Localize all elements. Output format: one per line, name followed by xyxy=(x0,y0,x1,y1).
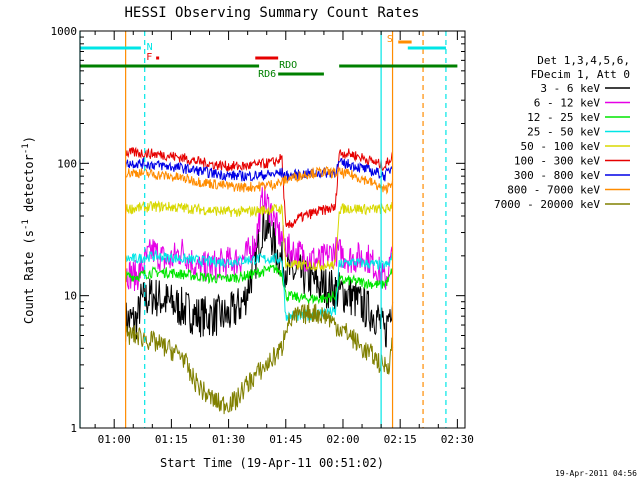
y-axis-label-superscript: -1 xyxy=(21,143,31,154)
y-tick-label: 10 xyxy=(64,290,77,303)
y-axis-label-part: Count Rate (s xyxy=(22,230,36,324)
series-line xyxy=(125,205,394,348)
series-layer xyxy=(125,146,394,415)
x-tick-label: 01:30 xyxy=(212,433,245,446)
vline-layer xyxy=(79,31,447,428)
flag-label: F xyxy=(146,52,152,63)
legend-item-label: 3 - 6 keV xyxy=(540,82,600,95)
flag-label: RDO xyxy=(279,60,297,71)
x-tick-label: 01:45 xyxy=(269,433,302,446)
legend: Det 1,3,4,5,6, FDecim 1, Att 0 3 - 6 keV… xyxy=(494,54,630,211)
legend-item-label: 25 - 50 keV xyxy=(527,126,600,139)
x-axis: 01:00 01:15 01:30 01:45 02:00 02:15 02:30 xyxy=(94,31,474,446)
x-tick-label: 01:15 xyxy=(155,433,188,446)
y-axis: 1 10 100 1000 xyxy=(51,25,465,435)
legend-item-label: 100 - 300 keV xyxy=(514,155,600,168)
flag-label: N xyxy=(147,42,153,53)
plot-frame xyxy=(79,30,466,429)
series-line xyxy=(125,303,394,415)
legend-item-label: 800 - 7000 keV xyxy=(507,184,600,197)
chart-title: HESSI Observing Summary Count Rates xyxy=(124,5,419,21)
x-axis-label: Start Time (19-Apr-11 00:51:02) xyxy=(160,456,384,470)
y-axis-label-superscript: -1 xyxy=(21,219,31,230)
y-axis-label-part: ) xyxy=(22,136,36,143)
y-tick-label: 100 xyxy=(57,157,77,170)
flag-label: S xyxy=(387,34,393,45)
legend-item-label: 300 - 800 keV xyxy=(514,169,600,182)
x-tick-label: 02:00 xyxy=(326,433,359,446)
series-line xyxy=(125,264,394,305)
series-line xyxy=(125,157,393,182)
series-line xyxy=(125,165,394,195)
legend-item-label: 12 - 25 keV xyxy=(527,111,600,124)
y-tick-label: 1 xyxy=(70,422,77,435)
x-tick-label: 02:15 xyxy=(384,433,417,446)
legend-item-label: 6 - 12 keV xyxy=(534,97,601,110)
x-tick-label: 01:00 xyxy=(98,433,131,446)
y-axis-label-part: detector xyxy=(22,154,36,219)
series-line xyxy=(125,200,394,272)
flag-label: RD6 xyxy=(258,69,276,80)
series-line xyxy=(125,146,394,229)
legend-header-line: FDecim 1, Att 0 xyxy=(531,68,630,81)
legend-header-line: Det 1,3,4,5,6, xyxy=(537,54,630,67)
x-tick-label: 02:30 xyxy=(441,433,474,446)
legend-item-label: 50 - 100 keV xyxy=(521,140,601,153)
y-axis-label: Count Rate (s-1 detector-1) xyxy=(21,136,36,324)
legend-item-label: 7000 - 20000 keV xyxy=(494,198,600,211)
footer-timestamp: 19-Apr-2011 04:56 xyxy=(555,469,637,478)
series-line xyxy=(125,250,394,322)
y-tick-label: 1000 xyxy=(51,25,78,38)
